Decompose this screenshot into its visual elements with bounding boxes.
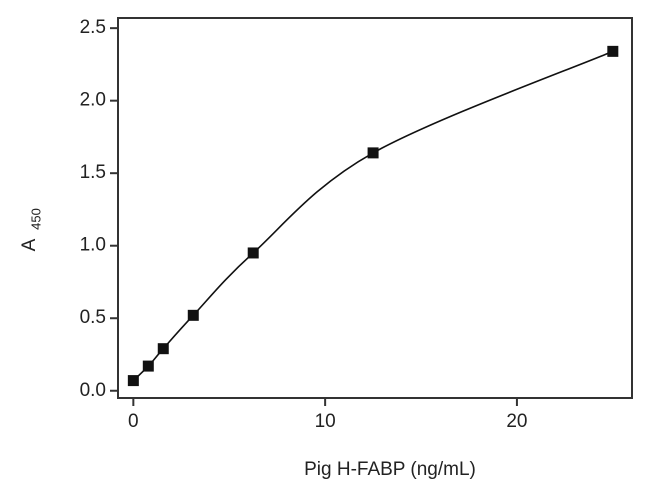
- fit-line: [132, 50, 614, 382]
- data-point: [607, 45, 619, 57]
- plot-frame: [117, 17, 633, 399]
- x-tick-label: 20: [506, 411, 527, 432]
- data-point: [157, 343, 169, 355]
- data-point: [142, 360, 154, 372]
- y-tick-label: 2.5: [80, 17, 106, 38]
- data-point: [187, 309, 199, 321]
- x-tick-label: 10: [315, 411, 336, 432]
- y-tick-label: 1.0: [80, 235, 106, 256]
- x-tick-label: 0: [128, 411, 139, 432]
- data-point: [127, 375, 139, 387]
- y-tick-label: 1.5: [80, 162, 106, 183]
- y-axis-label: A: [19, 238, 40, 251]
- y-tick-label: 0.0: [80, 380, 106, 401]
- y-axis-label-subscript: 450: [28, 208, 43, 230]
- data-point: [247, 247, 259, 259]
- x-axis-label: Pig H-FABP (ng/mL): [304, 459, 476, 480]
- y-axis-label-group: A 450: [19, 208, 43, 251]
- y-tick-label: 2.0: [80, 90, 106, 111]
- data-point: [367, 147, 379, 159]
- y-tick-label: 0.5: [80, 307, 106, 328]
